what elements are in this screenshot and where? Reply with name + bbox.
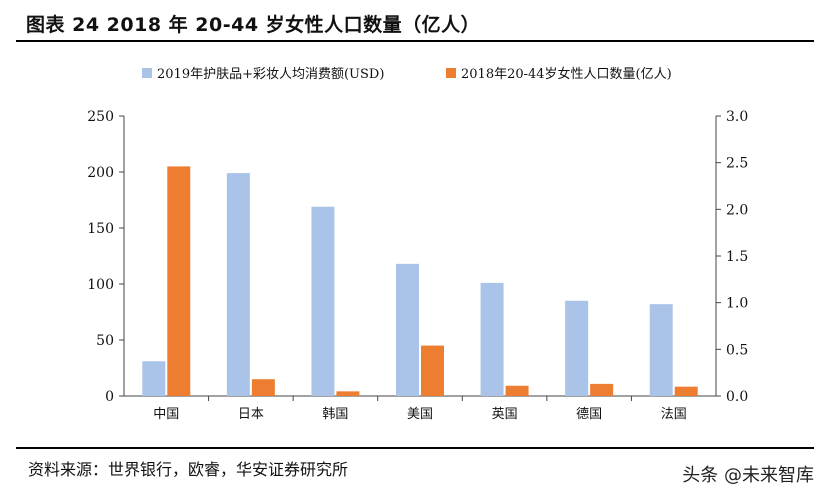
bar-spending xyxy=(649,304,673,396)
legend-swatch-spending xyxy=(142,67,152,78)
bar-spending xyxy=(565,300,589,396)
legend-label-population: 2018年20-44岁女性人口数量(亿人) xyxy=(461,67,672,82)
legend-item-population: 2018年20-44岁女性人口数量(亿人) xyxy=(446,63,672,82)
category-label: 中国 xyxy=(153,407,179,422)
right-tick-label: 0.0 xyxy=(726,389,748,405)
bar-spending xyxy=(396,263,419,396)
left-tick-label: 150 xyxy=(87,221,114,237)
bar-population xyxy=(674,386,698,396)
category-label: 日本 xyxy=(238,407,264,422)
chart-title: 图表 24 2018 年 20-44 岁女性人口数量（亿人） xyxy=(26,14,481,36)
right-tick-label: 1.5 xyxy=(726,249,748,265)
category-label: 美国 xyxy=(407,407,433,422)
left-tick-label: 200 xyxy=(87,165,114,181)
legend-swatch-population xyxy=(446,67,456,78)
bar-population xyxy=(505,385,529,396)
right-tick-label: 1.0 xyxy=(726,296,748,312)
bar-spending xyxy=(480,282,504,396)
legend-item-spending: 2019年护肤品+彩妆人均消费额(USD) xyxy=(142,63,384,82)
left-tick-label: 250 xyxy=(87,109,114,125)
left-tick-label: 50 xyxy=(96,333,114,349)
category-label: 法国 xyxy=(661,407,687,422)
bar-population xyxy=(590,383,614,396)
left-tick-label: 0 xyxy=(105,389,114,405)
title-divider xyxy=(16,40,814,42)
bar-spending xyxy=(142,361,166,396)
right-tick-label: 2.5 xyxy=(726,156,748,172)
bar-population xyxy=(336,391,360,396)
category-label: 德国 xyxy=(576,407,602,422)
left-tick-label: 100 xyxy=(87,277,114,293)
category-label: 英国 xyxy=(492,407,518,422)
right-tick-label: 3.0 xyxy=(726,109,748,125)
source-note: 资料来源：世界银行，欧睿，华安证券研究所 xyxy=(28,460,349,479)
watermark: 头条 @未来智库 xyxy=(682,465,814,486)
right-tick-label: 0.5 xyxy=(726,342,748,358)
footer-divider xyxy=(16,447,814,449)
bar-population xyxy=(421,345,444,396)
right-tick-label: 2.0 xyxy=(726,202,748,218)
bar-spending xyxy=(226,173,250,396)
bar-population xyxy=(167,166,191,396)
category-label: 韩国 xyxy=(322,407,348,422)
legend-label-spending: 2019年护肤品+彩妆人均消费额(USD) xyxy=(157,67,385,82)
bar-population xyxy=(251,379,275,396)
bar-spending xyxy=(311,206,335,396)
